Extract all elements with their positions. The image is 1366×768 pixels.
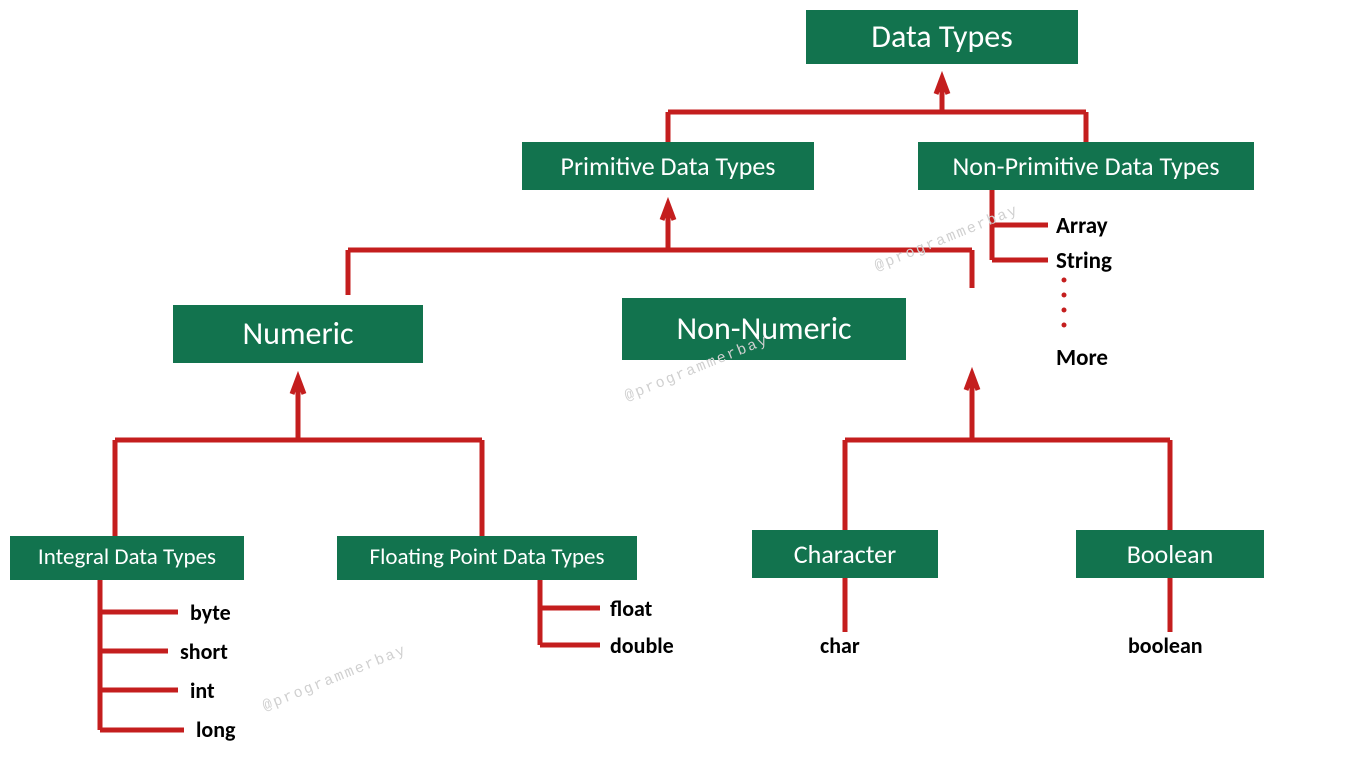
leaf-int: int <box>190 677 215 704</box>
watermark: @programmerbay <box>260 642 409 715</box>
leaf-more: More <box>1056 344 1108 372</box>
leaf-short: short <box>180 638 228 665</box>
leaf-boolean: boolean <box>1128 632 1203 659</box>
node-floating: Floating Point Data Types <box>337 536 637 580</box>
leaf-long: long <box>196 716 235 743</box>
leaf-array: Array <box>1056 212 1108 240</box>
leaf-char: char <box>820 632 860 659</box>
node-primitive: Primitive Data Types <box>522 142 814 190</box>
leaf-byte: byte <box>190 599 231 626</box>
node-character: Character <box>752 530 938 578</box>
leaf-string: String <box>1056 247 1112 275</box>
node-integral: Integral Data Types <box>10 536 244 580</box>
leaf-float: float <box>610 595 652 622</box>
node-numeric: Numeric <box>173 305 423 363</box>
leaf-double: double <box>610 632 674 659</box>
node-non-numeric: Non-Numeric <box>622 298 906 360</box>
node-boolean: Boolean <box>1076 530 1264 578</box>
node-data-types: Data Types <box>806 10 1078 64</box>
node-non-primitive: Non-Primitive Data Types <box>918 142 1254 190</box>
watermark: @programmerbay <box>872 202 1021 275</box>
